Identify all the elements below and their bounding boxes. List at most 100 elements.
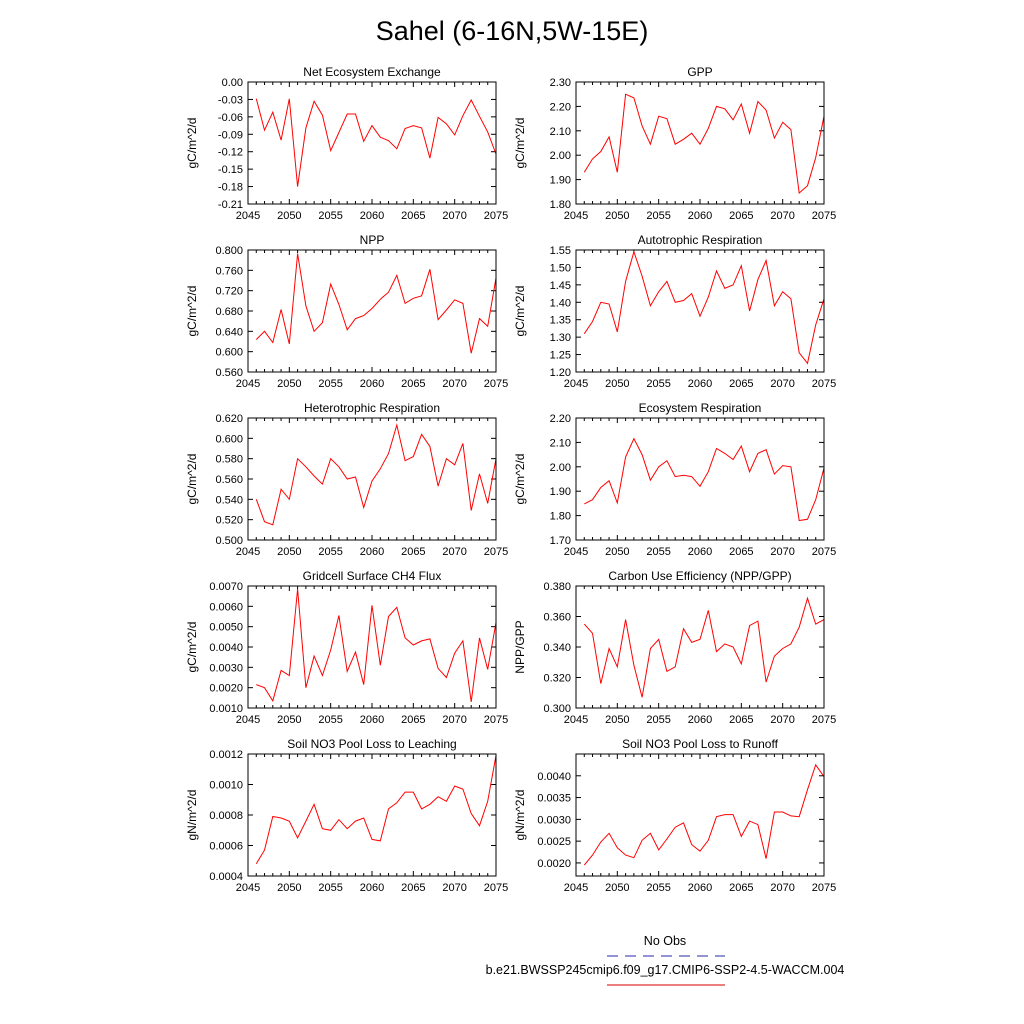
series-line xyxy=(584,437,825,522)
x-tick-label: 2045 xyxy=(564,714,588,726)
y-tick-label: 0.800 xyxy=(215,245,243,257)
x-tick-label: 2060 xyxy=(360,882,384,894)
legend: No Obs b.e21.BWSSP245cmip6.f09_g17.CMIP6… xyxy=(486,934,845,986)
x-tick-label: 2045 xyxy=(564,882,588,894)
y-tick-label: 0.600 xyxy=(215,433,243,445)
panel-title: Soil NO3 Pool Loss to Runoff xyxy=(622,737,779,751)
x-tick-label: 2055 xyxy=(318,714,342,726)
panel-title: Net Ecosystem Exchange xyxy=(303,65,441,79)
y-tick-label: 0.0020 xyxy=(209,683,243,695)
plot-frame xyxy=(575,585,825,709)
x-tick-label: 2070 xyxy=(442,210,466,222)
x-tick-label: 2065 xyxy=(729,546,753,558)
y-tick-label: 0.0010 xyxy=(209,780,243,792)
x-tick-label: 2055 xyxy=(318,882,342,894)
y-tick-label: 0.580 xyxy=(215,454,243,466)
y-tick-label: 0.600 xyxy=(215,347,243,359)
y-axis-label: gC/m^2/d xyxy=(185,622,199,673)
y-tick-label: 0.0035 xyxy=(537,793,571,805)
x-tick-label: 2050 xyxy=(605,210,629,222)
x-tick-label: 2060 xyxy=(360,210,384,222)
y-axis-label: gN/m^2/d xyxy=(185,790,199,841)
y-tick-label: 0.320 xyxy=(543,673,571,685)
series-line xyxy=(255,253,497,354)
plot-frame xyxy=(575,81,825,205)
y-tick-label: 2.30 xyxy=(550,77,571,89)
y-tick-label: -0.06 xyxy=(218,112,243,124)
x-tick-label: 2055 xyxy=(646,882,670,894)
panel-9: Soil NO3 Pool Loss to Runoff 2045 2050 2055… xyxy=(513,737,836,894)
x-tick-label: 2065 xyxy=(729,210,753,222)
x-tick-label: 2065 xyxy=(729,714,753,726)
panel-6: Gridcell Surface CH4 Flux 2045 2050 2055 206… xyxy=(185,569,508,726)
y-tick-label: 0.300 xyxy=(543,703,571,715)
y-tick-label: 0.0050 xyxy=(209,622,243,634)
y-tick-label: 0.0010 xyxy=(209,703,243,715)
series-line xyxy=(256,588,497,703)
y-tick-label: 2.10 xyxy=(550,126,571,138)
panel-3: Autotrophic Respiration 2045 2050 2055 2060 2… xyxy=(513,233,836,390)
plot-frame xyxy=(247,585,497,709)
x-tick-label: 2055 xyxy=(318,378,342,390)
plot-frame xyxy=(247,249,497,373)
x-tick-label: 2055 xyxy=(646,546,670,558)
series-line xyxy=(583,93,825,194)
y-axis-label: gC/m^2/d xyxy=(185,286,199,337)
y-tick-label: 0.520 xyxy=(215,515,243,527)
x-tick-label: 2065 xyxy=(401,210,425,222)
x-tick-label: 2070 xyxy=(770,882,794,894)
y-tick-label: 0.0004 xyxy=(209,871,243,883)
x-tick-label: 2065 xyxy=(729,882,753,894)
y-tick-label: 0.760 xyxy=(215,265,243,277)
x-tick-label: 2045 xyxy=(236,882,260,894)
y-tick-label: 1.80 xyxy=(550,199,571,211)
x-tick-label: 2045 xyxy=(236,378,260,390)
y-tick-label: 0.0008 xyxy=(209,810,243,822)
panels-group: Net Ecosystem Exchange 2045 2050 2055 2060 20… xyxy=(185,65,836,894)
y-tick-label: 1.90 xyxy=(550,175,571,187)
series-line xyxy=(583,763,825,866)
y-tick-label: -0.21 xyxy=(218,199,243,211)
panel-5: Ecosystem Respiration 2045 2050 2055 2060 206… xyxy=(513,401,836,558)
x-tick-label: 2070 xyxy=(442,378,466,390)
x-tick-label: 2060 xyxy=(360,378,384,390)
y-tick-label: 0.0020 xyxy=(537,858,571,870)
panel-7: Carbon Use Efficiency (NPP/GPP) 2045 2050 2… xyxy=(513,569,836,726)
x-tick-label: 2045 xyxy=(564,378,588,390)
x-tick-label: 2060 xyxy=(360,546,384,558)
x-tick-label: 2050 xyxy=(605,378,629,390)
x-tick-label: 2065 xyxy=(401,546,425,558)
y-tick-label: 2.20 xyxy=(550,101,571,113)
series-line xyxy=(255,98,497,187)
y-tick-label: 0.360 xyxy=(543,612,571,624)
plot-frame xyxy=(575,753,825,877)
y-tick-label: 0.0040 xyxy=(209,642,243,654)
y-tick-label: 0.620 xyxy=(215,413,243,425)
x-tick-label: 2065 xyxy=(401,714,425,726)
y-tick-label: 0.0060 xyxy=(209,601,243,613)
y-tick-label: 1.20 xyxy=(550,367,571,379)
legend-model-label: b.e21.BWSSP245cmip6.f09_g17.CMIP6-SSP2-4… xyxy=(486,963,845,977)
x-tick-label: 2050 xyxy=(605,714,629,726)
plot-frame xyxy=(247,417,497,541)
y-tick-label: 0.680 xyxy=(215,306,243,318)
y-axis-label: gC/m^2/d xyxy=(513,286,527,337)
y-tick-label: 0.340 xyxy=(543,642,571,654)
x-tick-label: 2075 xyxy=(812,714,836,726)
y-tick-label: -0.15 xyxy=(218,164,243,176)
x-tick-label: 2050 xyxy=(277,210,301,222)
x-tick-label: 2075 xyxy=(484,882,508,894)
x-tick-label: 2045 xyxy=(236,546,260,558)
y-tick-label: 0.540 xyxy=(215,494,243,506)
x-tick-label: 2070 xyxy=(442,882,466,894)
panel-title: Ecosystem Respiration xyxy=(639,401,762,415)
panel-0: Net Ecosystem Exchange 2045 2050 2055 2060 20… xyxy=(185,65,508,222)
panel-2: NPP 2045 2050 2055 2060 2065 2070 2075 0.800 0.76… xyxy=(185,233,508,390)
y-tick-label: -0.18 xyxy=(218,182,243,194)
y-tick-label: 0.720 xyxy=(215,286,243,298)
y-tick-label: 1.30 xyxy=(550,332,571,344)
y-tick-label: 2.20 xyxy=(550,413,571,425)
x-tick-label: 2050 xyxy=(605,546,629,558)
y-tick-label: 2.00 xyxy=(550,462,571,474)
series-line xyxy=(255,755,497,865)
